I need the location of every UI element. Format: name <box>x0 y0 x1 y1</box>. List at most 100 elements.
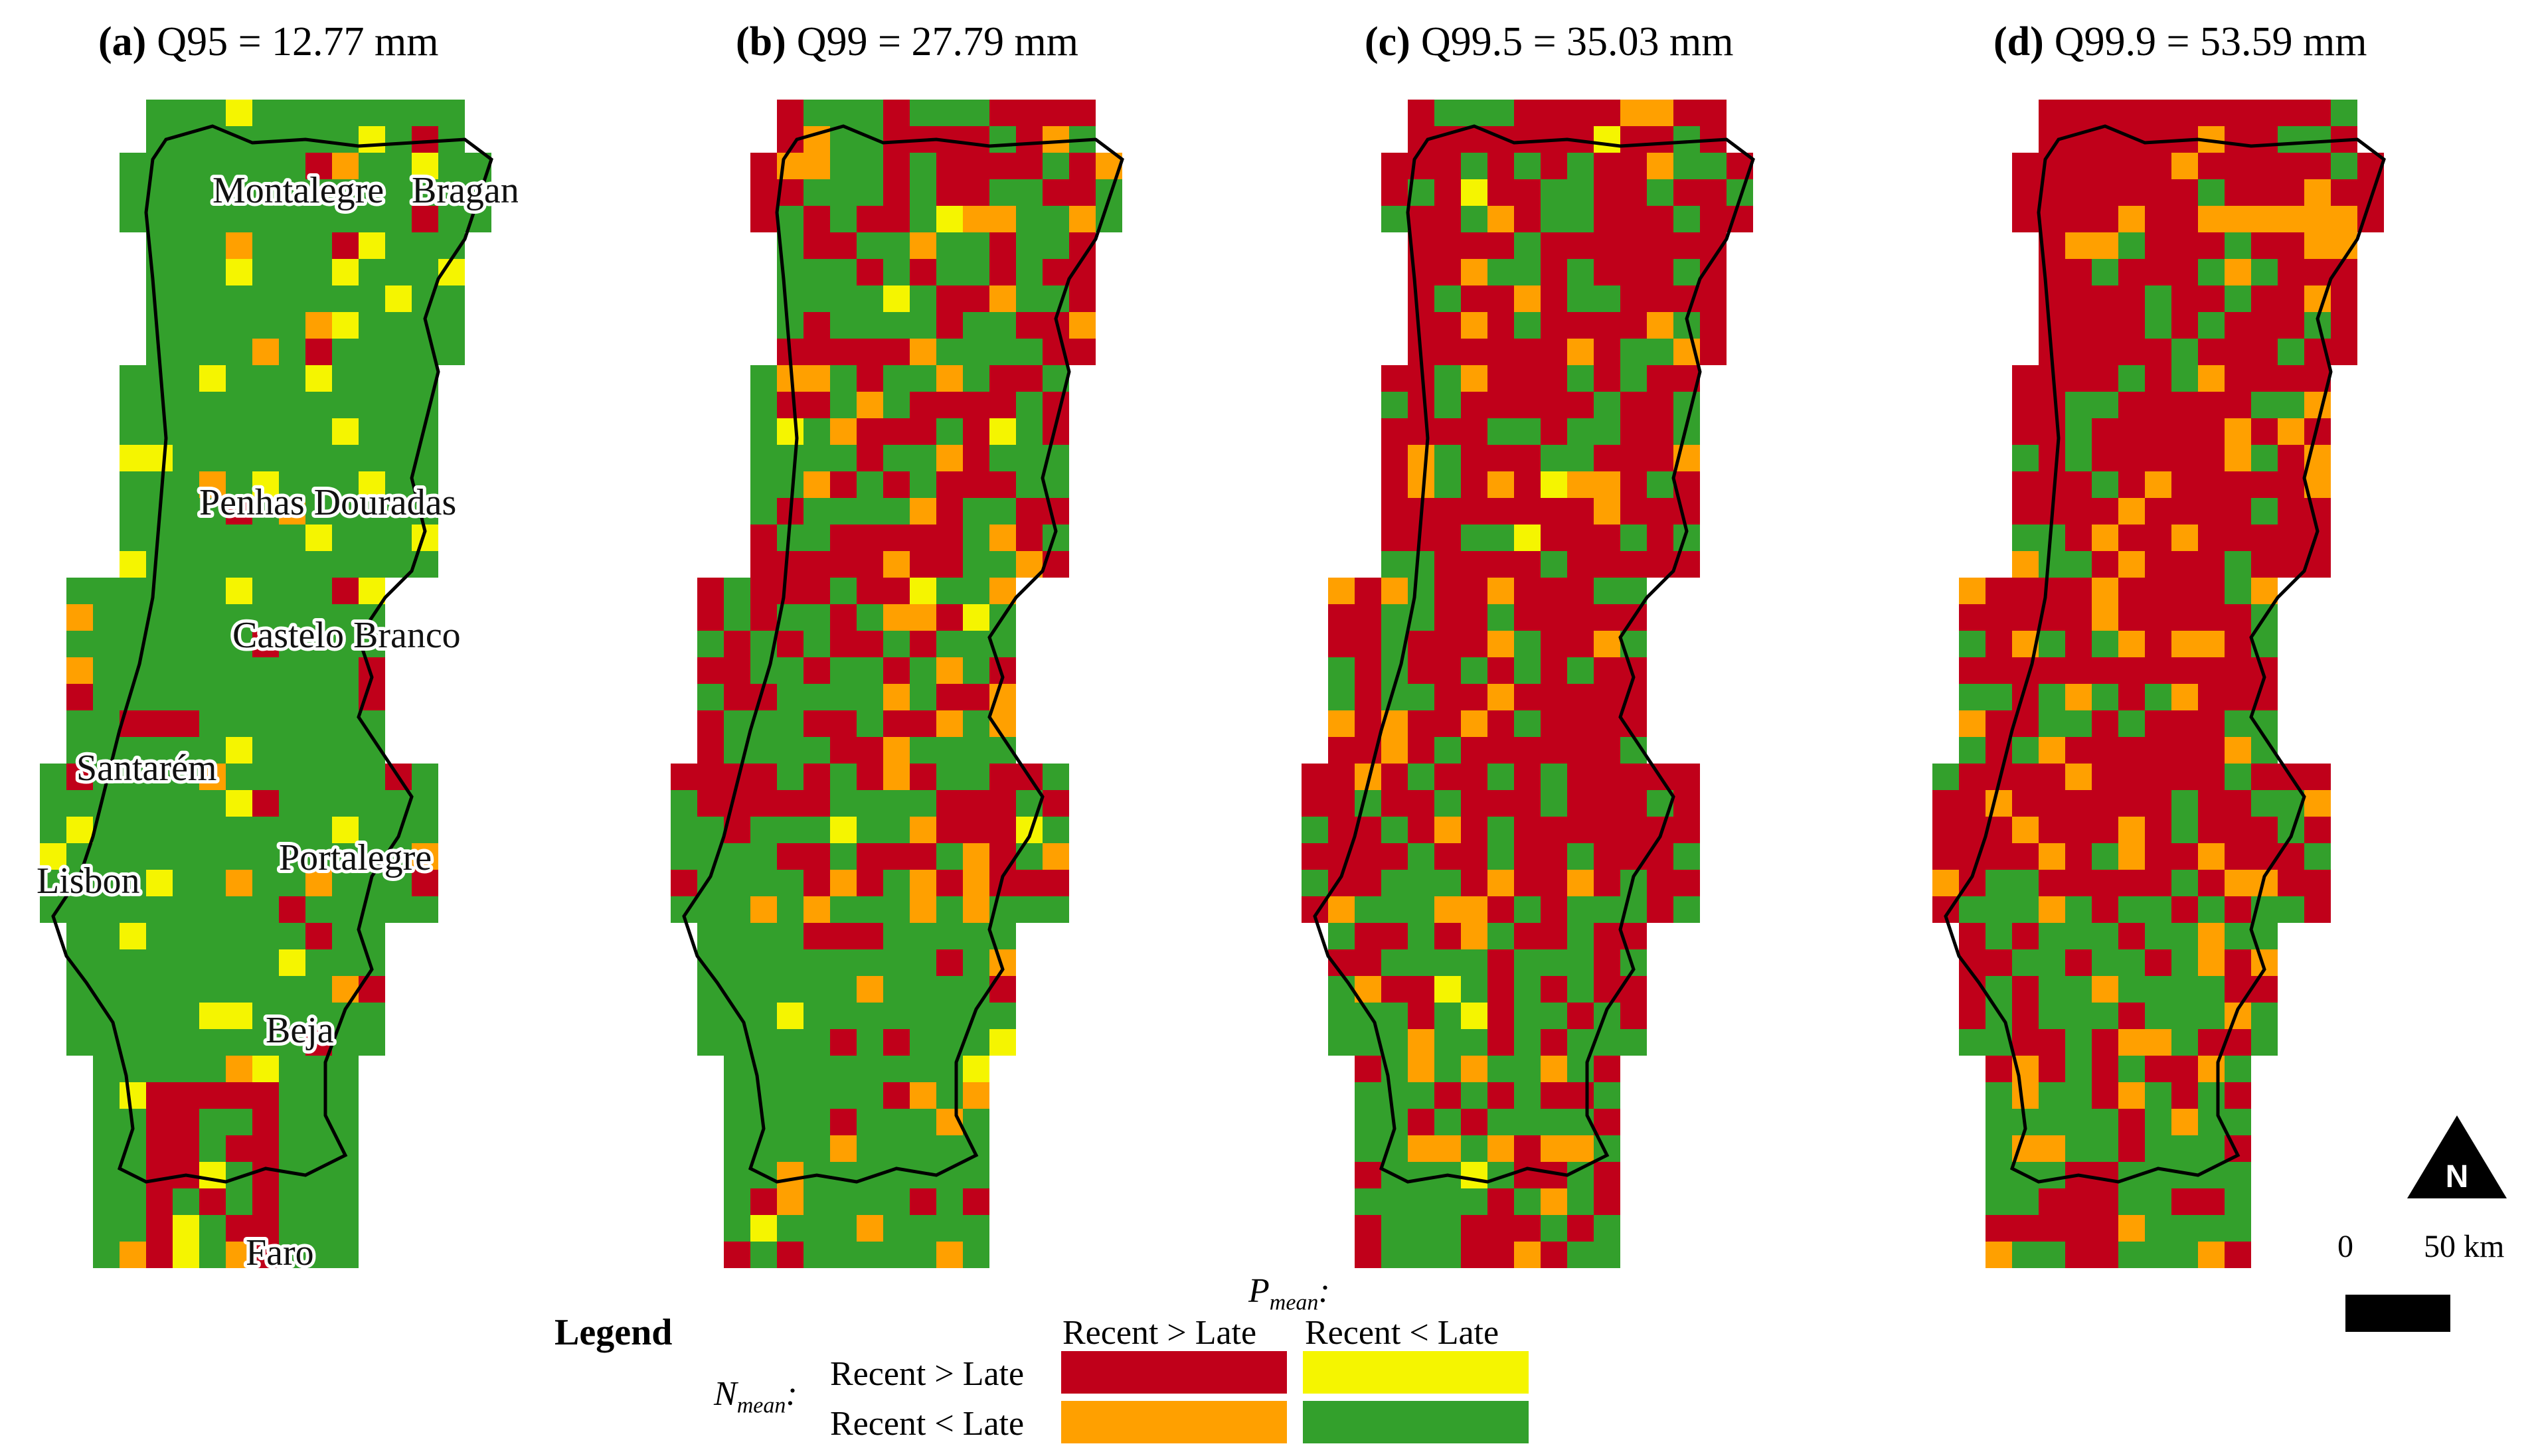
grid-cell <box>359 259 385 285</box>
grid-cell <box>936 418 963 445</box>
grid-cell <box>1594 764 1620 790</box>
grid-cell <box>2304 259 2331 285</box>
grid-cell <box>830 896 857 923</box>
grid-cell <box>1487 1003 1514 1029</box>
grid-cell <box>857 339 883 365</box>
grid-cell <box>2198 976 2225 1003</box>
grid-cell <box>2012 153 2039 179</box>
grid-cell <box>883 418 910 445</box>
grid-cell <box>438 312 465 339</box>
grid-cell <box>1594 976 1620 1003</box>
grid-cell <box>1434 578 1461 604</box>
grid-cell <box>1434 817 1461 843</box>
grid-cell <box>857 1215 883 1242</box>
grid-cell <box>226 817 252 843</box>
grid-cell <box>2092 1242 2118 1268</box>
grid-cell <box>1541 285 1567 312</box>
grid-cell <box>2118 471 2145 498</box>
grid-cell <box>2225 206 2251 232</box>
grid-cell <box>963 153 989 179</box>
grid-cell <box>1487 498 1514 525</box>
grid-cell <box>1986 1056 2012 1082</box>
grid-cell <box>750 923 777 949</box>
grid-cell <box>2092 1135 2118 1162</box>
grid-cell <box>2278 259 2304 285</box>
grid-cell <box>1541 870 1567 896</box>
grid-cell <box>697 737 724 764</box>
grid-cell <box>1461 179 1487 206</box>
grid-cell <box>936 923 963 949</box>
grid-cell <box>724 923 750 949</box>
grid-cell <box>2171 1082 2198 1109</box>
grid-cell <box>1355 1056 1381 1082</box>
grid-cell <box>1434 100 1461 126</box>
grid-cell <box>226 578 252 604</box>
grid-cell <box>724 710 750 737</box>
grid-cell <box>2118 498 2145 525</box>
grid-cell <box>1461 737 1487 764</box>
grid-cell <box>2304 764 2331 790</box>
grid-cell <box>199 445 226 471</box>
grid-cell <box>1567 710 1594 737</box>
grid-cell <box>1461 525 1487 551</box>
map-panel-c <box>1302 100 1755 1268</box>
grid-cell <box>1514 578 1541 604</box>
grid-cell <box>2171 365 2198 392</box>
grid-cell <box>1986 843 2012 870</box>
grid-cell <box>279 365 305 392</box>
grid-cell <box>2225 896 2251 923</box>
grid-cell <box>1594 206 1620 232</box>
grid-cell <box>1647 312 1673 339</box>
grid-cell <box>1408 896 1434 923</box>
grid-cell <box>1381 737 1408 764</box>
grid-cell <box>1408 1188 1434 1215</box>
grid-cell <box>697 817 724 843</box>
grid-cell <box>1594 949 1620 976</box>
grid-cell <box>226 365 252 392</box>
grid-cell <box>226 551 252 578</box>
grid-cell <box>1381 471 1408 498</box>
grid-cell <box>1355 1082 1381 1109</box>
grid-cell <box>1069 285 1096 312</box>
grid-cell <box>936 392 963 418</box>
grid-cell <box>803 949 830 976</box>
grid-cell <box>830 365 857 392</box>
grid-cell <box>1514 631 1541 657</box>
grid-cell <box>1381 764 1408 790</box>
grid-cell <box>910 843 936 870</box>
grid-cell <box>1567 764 1594 790</box>
grid-cell <box>1959 631 1986 657</box>
grid-cell <box>671 764 697 790</box>
grid-cell <box>2092 1215 2118 1242</box>
grid-cell <box>963 976 989 1003</box>
grid-cell <box>1434 790 1461 817</box>
grid-cell <box>1932 843 1959 870</box>
grid-cell <box>252 1135 279 1162</box>
grid-cell <box>252 206 279 232</box>
grid-cell <box>830 790 857 817</box>
grid-cell <box>1541 100 1567 126</box>
grid-cell <box>1434 418 1461 445</box>
grid-cell <box>1381 1082 1408 1109</box>
grid-cell <box>1647 259 1673 285</box>
grid-cell <box>1986 1082 2012 1109</box>
grid-cell <box>963 817 989 843</box>
grid-cell <box>120 657 146 684</box>
grid-cell <box>1328 1029 1355 1056</box>
grid-cell <box>66 817 93 843</box>
grid-cell <box>146 578 173 604</box>
grid-cell <box>777 312 803 339</box>
grid-cell <box>2278 126 2304 153</box>
grid-cell <box>2251 817 2278 843</box>
grid-cell <box>1434 684 1461 710</box>
grid-cell <box>1514 976 1541 1003</box>
grid-cell <box>2198 764 2225 790</box>
grid-cell <box>777 1215 803 1242</box>
grid-cell <box>252 232 279 259</box>
grid-cell <box>1594 285 1620 312</box>
grid-cell <box>226 657 252 684</box>
grid-cell <box>305 790 332 817</box>
grid-cell <box>199 1215 226 1242</box>
grid-cell <box>1514 923 1541 949</box>
grid-cell <box>93 1162 120 1188</box>
